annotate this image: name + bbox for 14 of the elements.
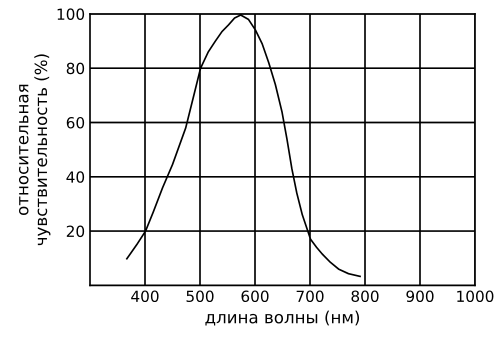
y-tick-label: 40 (66, 171, 84, 183)
x-axis-title: длина волны (нм) (205, 310, 360, 326)
x-tick-label: 700 (296, 290, 324, 302)
y-tick-label: 60 (66, 116, 84, 129)
y-tick-label: 20 (66, 226, 84, 238)
x-tick-label: 400 (131, 290, 159, 302)
y-axis-title: относительная чувствительность (%) (18, 54, 50, 246)
x-tick-label: 1000 (457, 290, 494, 302)
y-tick-label: 100 (58, 8, 84, 20)
x-tick-label: 900 (406, 290, 434, 302)
x-tick-label: 500 (186, 290, 214, 302)
x-tick-label: 800 (351, 290, 379, 302)
x-tick-label: 600 (241, 290, 269, 302)
y-tick-label: 80 (66, 62, 84, 74)
